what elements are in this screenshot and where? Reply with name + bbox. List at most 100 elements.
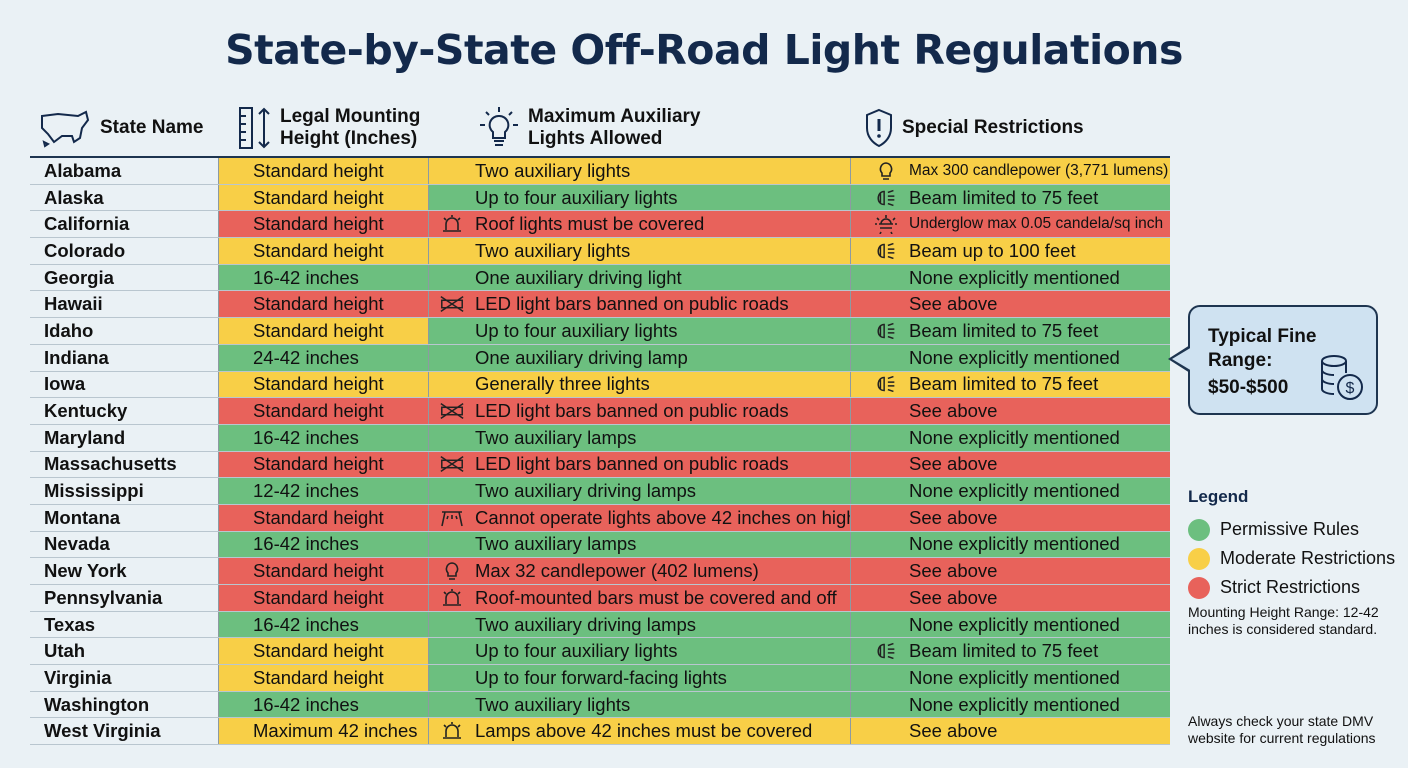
max-lights-cell: Two auxiliary lights (428, 238, 850, 264)
max-lights-cell: Two auxiliary lamps (428, 531, 850, 558)
max-lights-cell: Up to four auxiliary lights (428, 184, 850, 211)
state-name-cell: New York (44, 560, 127, 582)
max-lights-cell: Cannot operate lights above 42 inches on… (428, 504, 850, 531)
mounting-height-cell: Standard height (218, 158, 428, 184)
max-lights-cell: Generally three lights (428, 371, 850, 398)
special-restrictions-cell: See above (850, 585, 1170, 611)
legend-item-permissive: Permissive Rules (1188, 515, 1395, 544)
mounting-height-cell: Standard height (218, 665, 428, 691)
state-name-cell: Indiana (44, 346, 109, 368)
state-name-cell: Maryland (44, 426, 126, 448)
headlight-beam-icon (873, 188, 899, 208)
max-lights-cell: Up to four auxiliary lights (428, 638, 850, 665)
headlight-beam-icon (873, 321, 899, 341)
table-row: Alabama Standard height Two auxiliary ligh… (30, 158, 1170, 185)
max-lights-cell: Two auxiliary lamps (428, 424, 850, 451)
state-name-cell: Mississippi (44, 480, 144, 502)
bulb-icon (873, 161, 899, 181)
state-name-cell: Virginia (44, 666, 112, 688)
table-row: Nevada 16-42 inches Two auxiliary lamps Non… (30, 531, 1170, 559)
header-height-label: Legal Mounting Height (Inches) (280, 106, 421, 149)
state-name-cell: Massachusetts (44, 453, 177, 475)
special-restrictions-cell: See above (850, 718, 1170, 745)
state-name-cell: Colorado (44, 239, 126, 261)
lightbulb-icon (480, 107, 518, 146)
roof-light-icon (439, 508, 465, 528)
header-special: Special Restrictions (864, 100, 1084, 156)
usa-map-icon (41, 110, 90, 148)
state-name-cell: Alaska (44, 186, 104, 208)
state-name-cell: Georgia (44, 266, 114, 288)
mounting-height-cell: 16-42 inches (218, 611, 428, 638)
siren-icon (439, 588, 465, 608)
special-restrictions-cell: See above (850, 558, 1170, 584)
state-name-cell: Washington (44, 693, 150, 715)
header-special-label: Special Restrictions (902, 117, 1084, 138)
max-lights-cell: LED light bars banned on public roads (428, 398, 850, 424)
headlight-beam-icon (873, 641, 899, 661)
special-restrictions-cell: Beam limited to 75 feet (850, 371, 1170, 398)
bulb-icon (439, 561, 465, 581)
page-title: State-by-State Off-Road Light Regulation… (225, 26, 1183, 74)
mounting-height-cell: Standard height (218, 318, 428, 344)
special-restrictions-cell: Underglow max 0.05 candela/sq inch (850, 211, 1170, 238)
special-restrictions-cell: None explicitly mentioned (850, 264, 1170, 291)
mounting-height-cell: Standard height (218, 291, 428, 318)
special-restrictions-cell: None explicitly mentioned (850, 344, 1170, 371)
special-restrictions-cell: See above (850, 398, 1170, 424)
max-lights-cell: Roof lights must be covered (428, 211, 850, 238)
legend-note: Mounting Height Range: 12-42 inches is c… (1188, 604, 1379, 637)
table-row: Kentucky Standard height LED light bars ba… (30, 398, 1170, 425)
table-row: Texas 16-42 inches Two auxiliary driving l… (30, 611, 1170, 639)
legend-item-strict: Strict Restrictions (1188, 573, 1395, 602)
max-lights-cell: Lamps above 42 inches must be covered (428, 718, 850, 745)
banned-lightbar-icon (439, 294, 465, 314)
special-restrictions-cell: See above (850, 291, 1170, 318)
headlight-beam-icon (873, 241, 899, 261)
mounting-height-cell: Standard height (218, 638, 428, 665)
table-row: Hawaii Standard height LED light bars bann… (30, 291, 1170, 319)
table-row: Indiana 24-42 inches One auxiliary driving… (30, 344, 1170, 372)
max-lights-cell: Up to four forward-facing lights (428, 665, 850, 691)
siren-icon (439, 721, 465, 741)
mounting-height-cell: Maximum 42 inches (218, 718, 428, 745)
banned-lightbar-icon (439, 454, 465, 474)
table-row: Maryland 16-42 inches Two auxiliary lamps N… (30, 424, 1170, 452)
special-restrictions-cell: None explicitly mentioned (850, 478, 1170, 504)
regulations-table: Alabama Standard height Two auxiliary ligh… (30, 156, 1170, 746)
banned-lightbar-icon (439, 401, 465, 421)
max-lights-cell: Max 32 candlepower (402 lumens) (428, 558, 850, 584)
mounting-height-cell: Standard height (218, 238, 428, 264)
state-name-cell: Hawaii (44, 293, 103, 315)
legend-item-moderate: Moderate Restrictions (1188, 544, 1395, 573)
mounting-height-cell: 12-42 inches (218, 478, 428, 504)
table-row: Georgia 16-42 inches One auxiliary driving… (30, 264, 1170, 292)
header-state-label: State Name (100, 117, 204, 138)
max-lights-cell: Two auxiliary lights (428, 691, 850, 718)
fine-range-callout: Typical Fine Range: $50-$500 $ (1168, 305, 1378, 415)
state-name-cell: West Virginia (44, 720, 161, 742)
headlight-beam-icon (873, 374, 899, 394)
fine-range-value: $50-$500 (1208, 377, 1289, 398)
table-row: Pennsylvania Standard height Roof-mounted … (30, 585, 1170, 612)
shield-alert-icon (866, 108, 892, 148)
mounting-height-cell: Standard height (218, 585, 428, 611)
special-restrictions-cell: None explicitly mentioned (850, 531, 1170, 558)
table-row: Washington 16-42 inches Two auxiliary ligh… (30, 691, 1170, 719)
table-row: Montana Standard height Cannot operate lig… (30, 504, 1170, 532)
mounting-height-cell: 16-42 inches (218, 264, 428, 291)
siren-icon (439, 214, 465, 234)
svg-text:$: $ (1346, 380, 1355, 397)
max-lights-cell: Two auxiliary driving lamps (428, 611, 850, 638)
table-row: Virginia Standard height Up to four forwar… (30, 665, 1170, 692)
state-name-cell: Utah (44, 640, 86, 662)
special-restrictions-cell: Beam limited to 75 feet (850, 184, 1170, 211)
state-name-cell: California (44, 213, 130, 235)
legend-title: Legend (1188, 487, 1249, 506)
max-lights-cell: One auxiliary driving lamp (428, 344, 850, 371)
mounting-height-cell: 16-42 inches (218, 531, 428, 558)
special-restrictions-cell: None explicitly mentioned (850, 691, 1170, 718)
table-row: West Virginia Maximum 42 inches Lamps abov… (30, 718, 1170, 746)
underglow-icon (873, 214, 899, 235)
state-name-cell: Alabama (44, 159, 122, 181)
